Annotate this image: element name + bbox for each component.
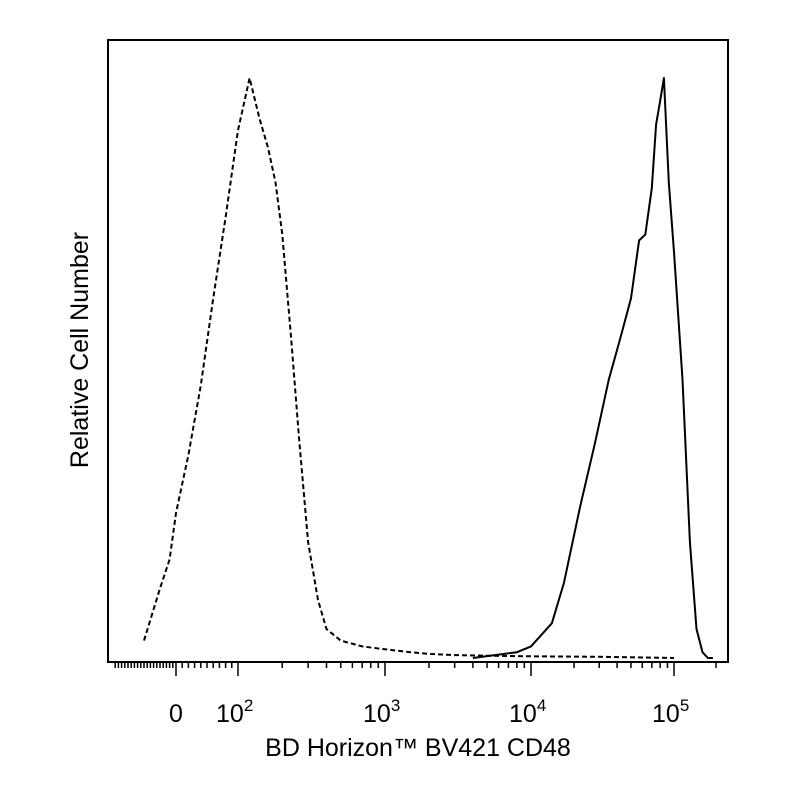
- y-axis-label: Relative Cell Number: [66, 232, 94, 468]
- plot-frame: [107, 39, 729, 663]
- x-tick-label: 105: [652, 696, 689, 728]
- x-tick-label: 0: [169, 700, 183, 728]
- x-tick-label: 103: [363, 696, 400, 728]
- x-axis-label: BD Horizon™ BV421 CD48: [265, 734, 571, 762]
- x-tick-label: 102: [216, 696, 253, 728]
- x-tick-label: 104: [509, 696, 546, 728]
- series-layer: [143, 77, 713, 659]
- series-solid-line: [472, 77, 713, 659]
- series-dashed-line: [143, 77, 675, 659]
- x-axis-tick-labels: 0 102 103 104 105: [169, 696, 689, 728]
- x-axis-ticks: [114, 662, 717, 676]
